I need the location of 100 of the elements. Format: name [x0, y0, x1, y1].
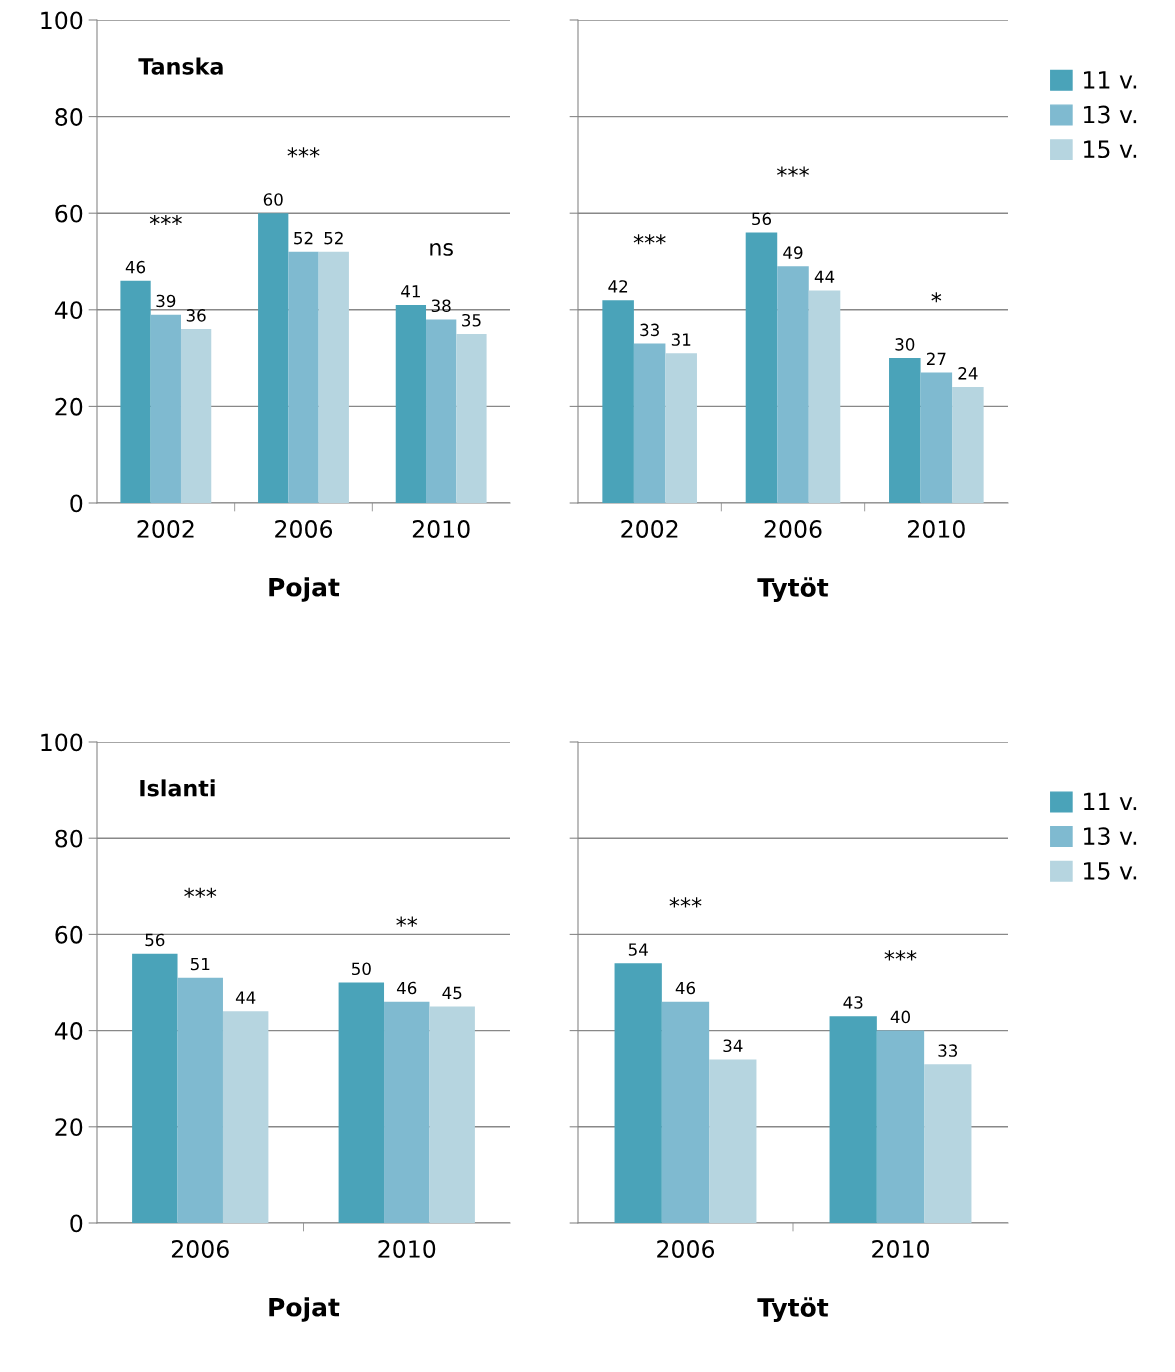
bar [177, 977, 223, 1223]
data-label: 33 [938, 1044, 958, 1057]
bar [395, 304, 427, 503]
data-label: 56 [752, 212, 772, 226]
data-label: 39 [156, 294, 176, 308]
y-tick-label: 60 [55, 925, 83, 944]
annotation: *** [777, 166, 809, 177]
annotation: *** [184, 887, 217, 898]
legend-label: 11 v. [1084, 71, 1137, 89]
legend-label: 15 v. [1084, 140, 1137, 159]
y-tick-label: 0 [70, 494, 83, 513]
bar [633, 343, 666, 503]
x-axis-title: Tytöt [757, 1297, 829, 1322]
data-label: 31 [671, 333, 691, 346]
data-label: 56 [145, 933, 165, 947]
bar [222, 1011, 269, 1223]
bar [426, 319, 457, 503]
bar [614, 963, 662, 1223]
data-label: 34 [723, 1039, 743, 1053]
x-axis-title: Tytöt [757, 577, 829, 602]
x-axis-title: Pojat [269, 1297, 340, 1322]
annotation: *** [669, 897, 702, 908]
data-label: 52 [294, 231, 313, 245]
x-tick-label: 2010 [412, 520, 470, 538]
data-label: 45 [442, 986, 462, 1000]
data-label: 46 [675, 981, 696, 995]
bar [318, 251, 349, 503]
x-tick-label: 2006 [171, 1240, 229, 1258]
annotation: *** [633, 234, 666, 245]
bar [661, 1001, 710, 1223]
data-label: 44 [235, 991, 256, 1004]
data-label: 42 [608, 280, 628, 293]
text: Tanska [138, 57, 223, 75]
annotation: ** [396, 916, 418, 927]
y-tick-label: 100 [41, 11, 83, 30]
y-tick-label: 60 [55, 204, 83, 223]
bar [258, 213, 289, 503]
bar [777, 266, 809, 503]
bar [745, 232, 778, 503]
annotation: *** [884, 950, 917, 961]
data-label: 60 [263, 193, 283, 206]
bar [384, 1001, 430, 1223]
y-tick-label: 40 [54, 1022, 83, 1040]
annotation: *** [287, 147, 320, 158]
bar [952, 387, 984, 503]
data-label: 38 [431, 299, 451, 313]
data-label: 27 [926, 352, 946, 365]
y-tick-label: 80 [55, 108, 83, 126]
data-label: 49 [783, 246, 803, 259]
bar [709, 1059, 757, 1223]
bar [924, 1064, 972, 1223]
data-label: 52 [324, 231, 343, 245]
y-tick-label: 20 [55, 397, 83, 416]
data-label: 35 [462, 313, 481, 327]
x-tick-label: 2010 [378, 1240, 436, 1258]
bar [808, 290, 841, 503]
data-label: 46 [396, 981, 417, 995]
bar [602, 300, 634, 503]
y-tick-label: 40 [54, 301, 83, 320]
bar [288, 251, 319, 503]
legend-label: 15 v. [1084, 862, 1137, 880]
bar [338, 982, 385, 1223]
bar [120, 280, 151, 503]
data-label: 30 [895, 338, 915, 351]
text: Islanti [140, 779, 215, 797]
x-tick-label: 2010 [908, 520, 965, 538]
annotation: * [931, 292, 942, 303]
data-label: 24 [958, 367, 978, 380]
y-tick-label: 80 [55, 829, 83, 848]
bar [150, 314, 181, 503]
bar [665, 353, 697, 503]
bar [876, 1030, 925, 1223]
data-label: 43 [843, 996, 863, 1009]
y-tick-label: 0 [70, 1214, 83, 1233]
x-axis-title: Pojat [269, 577, 340, 602]
bar [920, 372, 953, 503]
bar [889, 358, 921, 503]
data-label: 41 [401, 285, 420, 298]
data-label: 33 [640, 323, 659, 337]
x-tick-label: 2002 [137, 520, 194, 538]
data-label: 51 [190, 957, 210, 971]
y-tick-label: 20 [55, 1118, 83, 1137]
x-tick-label: 2006 [657, 1240, 715, 1258]
legend-label: 13 v. [1084, 105, 1137, 124]
x-tick-label: 2006 [764, 520, 822, 538]
annotation: ns [430, 243, 453, 256]
y-tick-label: 100 [41, 733, 83, 752]
legend-label: 11 v. [1084, 792, 1137, 811]
x-tick-label: 2006 [275, 520, 333, 538]
bar [429, 1006, 475, 1223]
legend-label: 13 v. [1084, 827, 1137, 846]
x-tick-label: 2010 [872, 1240, 929, 1258]
bar [829, 1016, 877, 1223]
bar [180, 329, 212, 503]
annotation: *** [149, 214, 182, 226]
data-label: 46 [125, 260, 146, 274]
data-label: 40 [890, 1010, 910, 1024]
bar [456, 333, 487, 503]
data-label: 36 [186, 309, 206, 322]
data-label: 50 [352, 962, 371, 976]
